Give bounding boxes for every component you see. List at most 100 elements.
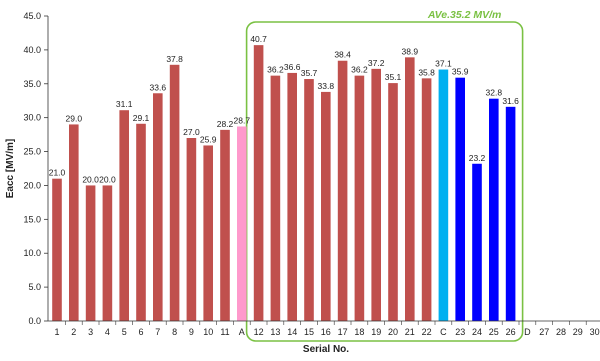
y-axis-title: Eacc [MV/m]	[5, 139, 16, 198]
x-tick-label-14: 14	[287, 327, 297, 337]
x-tick-label-4: 4	[105, 327, 110, 337]
y-tick-label: 20.0	[23, 180, 41, 190]
bar-12	[253, 45, 264, 321]
bar-20	[388, 83, 398, 321]
value-label-16: 33.8	[318, 81, 335, 91]
x-tick-label-27: 27	[539, 327, 549, 337]
x-tick-label-23: 23	[455, 327, 465, 337]
value-label-25: 32.8	[486, 88, 503, 98]
bar-23	[455, 77, 465, 322]
value-label-8: 37.8	[166, 54, 183, 64]
value-label-14: 36.6	[284, 62, 301, 72]
y-tick-label: 30.0	[23, 113, 41, 123]
x-tick-label-18: 18	[354, 327, 364, 337]
bar-1	[52, 178, 62, 321]
value-label-17: 38.4	[334, 50, 351, 60]
value-label-19: 37.2	[368, 58, 385, 68]
x-tick-label-12: 12	[254, 327, 264, 337]
value-label-12: 40.7	[250, 34, 267, 44]
bar-8	[169, 64, 180, 322]
y-tick-label: 45.0	[23, 11, 41, 21]
x-tick-label-22: 22	[422, 327, 432, 337]
value-label-C: 37.1	[435, 59, 452, 69]
bar-7	[153, 93, 163, 322]
y-tick-label: 15.0	[23, 214, 41, 224]
bar-2	[69, 124, 79, 321]
value-label-15: 35.7	[301, 68, 318, 78]
x-tick-label-3: 3	[88, 327, 93, 337]
bar-4	[102, 185, 113, 321]
value-label-1: 21.0	[49, 168, 66, 178]
x-tick-label-25: 25	[489, 327, 499, 337]
x-tick-label-26: 26	[506, 327, 516, 337]
bar-3	[85, 185, 96, 321]
bar-13	[270, 75, 281, 321]
value-label-13: 36.2	[267, 65, 284, 75]
average-annotation: AVe.35.2 MV/m	[427, 9, 502, 21]
value-label-22: 35.8	[418, 67, 435, 77]
x-axis-title: Serial No.	[303, 344, 349, 355]
bar-19	[371, 68, 381, 322]
value-label-7: 33.6	[150, 82, 167, 92]
value-label-18: 36.2	[351, 65, 368, 75]
bar-22	[421, 78, 432, 321]
bar-6	[136, 123, 146, 322]
bar-9	[186, 138, 197, 321]
bar-26	[505, 106, 516, 321]
x-tick-label-19: 19	[371, 327, 381, 337]
bar-A	[237, 126, 247, 321]
bar-11	[220, 129, 230, 321]
bar-18	[354, 75, 365, 321]
x-tick-label-15: 15	[304, 327, 314, 337]
y-tick-label: 40.0	[23, 45, 41, 55]
x-tick-label-16: 16	[321, 327, 331, 337]
bar-25	[489, 98, 499, 321]
value-label-21: 38.9	[402, 46, 419, 56]
value-label-4: 20.0	[99, 174, 116, 184]
y-tick-label: 25.0	[23, 147, 41, 157]
bar-16	[321, 91, 331, 321]
y-tick-label: 5.0	[28, 282, 41, 292]
x-tick-label-6: 6	[138, 327, 143, 337]
y-tick-label: 10.0	[23, 248, 41, 258]
x-tick-label-7: 7	[155, 327, 160, 337]
value-label-6: 29.1	[133, 113, 150, 123]
value-label-20: 35.1	[385, 72, 402, 82]
x-tick-label-11: 11	[220, 327, 229, 337]
value-label-24: 23.2	[469, 153, 486, 163]
value-label-26: 31.6	[502, 96, 519, 106]
x-tick-label-10: 10	[203, 327, 213, 337]
value-label-3: 20.0	[82, 174, 99, 184]
x-tick-label-9: 9	[189, 327, 194, 337]
y-tick-label: 35.0	[23, 79, 41, 89]
x-tick-label-D: D	[524, 327, 531, 337]
value-label-9: 27.0	[183, 127, 200, 137]
value-label-A: 28.7	[234, 115, 251, 125]
value-label-5: 31.1	[116, 99, 133, 109]
x-tick-label-24: 24	[472, 327, 482, 337]
x-tick-label-5: 5	[122, 327, 127, 337]
x-tick-label-A: A	[239, 327, 245, 337]
value-label-11: 28.2	[217, 119, 234, 129]
x-tick-label-1: 1	[54, 327, 59, 337]
x-tick-label-17: 17	[338, 327, 348, 337]
bar-14	[287, 72, 297, 322]
bar-15	[304, 79, 314, 321]
bar-5	[119, 110, 129, 322]
y-tick-label: 0.0	[28, 316, 41, 326]
value-label-2: 29.0	[66, 113, 83, 123]
x-tick-label-29: 29	[573, 327, 583, 337]
x-tick-label-30: 30	[590, 327, 600, 337]
x-tick-label-21: 21	[405, 327, 415, 337]
bar-10	[203, 145, 213, 321]
x-tick-label-28: 28	[556, 327, 566, 337]
x-tick-label-8: 8	[172, 327, 177, 337]
x-tick-label-2: 2	[71, 327, 76, 337]
x-tick-label-20: 20	[388, 327, 398, 337]
x-tick-label-13: 13	[270, 327, 280, 337]
value-label-10: 25.9	[200, 134, 217, 144]
bar-17	[337, 60, 348, 321]
bar-24	[472, 163, 482, 321]
